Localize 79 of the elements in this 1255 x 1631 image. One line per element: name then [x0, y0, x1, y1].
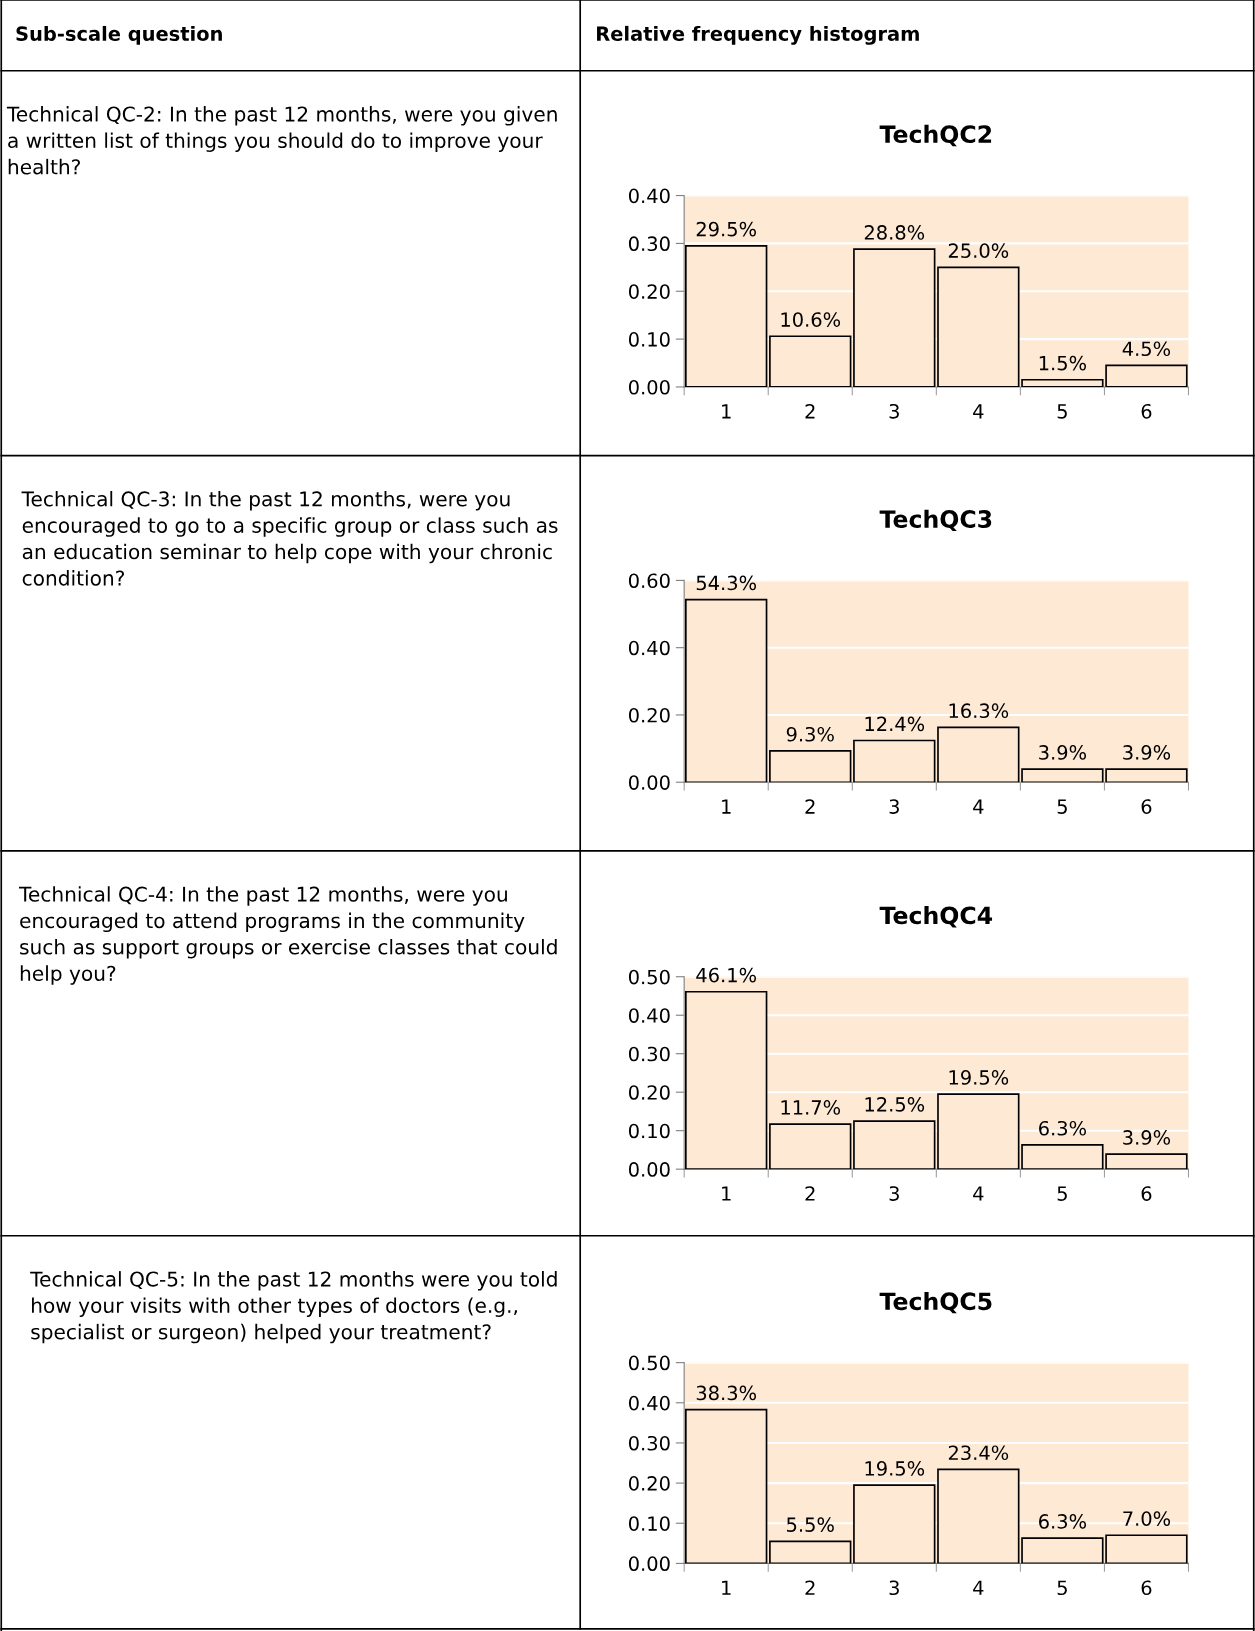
y-tick-label: 0.10: [628, 332, 670, 347]
x-tick-label: 3: [889, 403, 899, 419]
x-tick-label: 5: [1057, 799, 1067, 814]
y-tick-label: 0.40: [628, 188, 670, 204]
y-tick-label: 0.30: [628, 1046, 670, 1062]
y-tick-label: 0.50: [628, 969, 670, 985]
data-label: 5.5%: [787, 1517, 834, 1532]
text: Technical QC-2: In the past 12 months, were you given a written list of things you should do to improve your health?: [6, 106, 557, 175]
chart-title: TechQC5: [879, 1291, 992, 1314]
data-label: 9.3%: [786, 726, 834, 742]
x-tick-label: 6: [1141, 1186, 1152, 1201]
x-tick-label: 2: [805, 403, 815, 419]
data-label: 19.5%: [865, 1461, 925, 1476]
data-label: 6.3%: [1039, 1514, 1087, 1529]
data-label: 3.9%: [1039, 745, 1087, 760]
x-tick-label: 6: [1141, 1580, 1152, 1596]
chart-title: TechQC3: [879, 509, 992, 532]
data-label: 12.5%: [865, 1097, 925, 1112]
data-label: 23.4%: [948, 1445, 1009, 1461]
data-label: 6.3%: [1039, 1120, 1087, 1136]
data-label: 38.3%: [696, 1385, 756, 1401]
x-tick-label: 2: [805, 1186, 815, 1201]
y-tick-label: 0.20: [628, 1085, 670, 1100]
text: Technical QC-4: In the past 12 months, were you encouraged to attend programs in the community such as support groups or exercise classes that could help you?: [18, 886, 557, 985]
y-tick-label: 0.40: [628, 640, 670, 656]
text: Relative frequency histogram: [597, 25, 919, 45]
x-tick-label: 2: [805, 1580, 815, 1595]
text: Technical QC-3: In the past 12 months, were you encouraged to go to a specific group or class such as an education seminar to help cope with your chronic condition?: [21, 490, 558, 586]
data-label: 19.5%: [949, 1070, 1009, 1085]
y-tick-label: 0.40: [628, 1008, 670, 1023]
data-label: 10.6%: [781, 312, 841, 327]
x-tick-label: 1: [722, 404, 731, 419]
x-tick-label: 4: [973, 799, 984, 814]
x-tick-label: 4: [973, 404, 984, 419]
x-tick-label: 1: [722, 1186, 731, 1201]
y-tick-label: 0.20: [628, 707, 670, 723]
y-tick-label: 0.10: [628, 1123, 670, 1139]
data-label: 3.9%: [1123, 745, 1171, 760]
data-label: 11.7%: [781, 1100, 841, 1115]
data-label: 46.1%: [696, 967, 756, 983]
x-tick-label: 5: [1057, 404, 1067, 419]
data-label: 7.0%: [1123, 1511, 1171, 1526]
data-label: 28.8%: [864, 225, 925, 240]
data-label: 1.5%: [1039, 355, 1087, 371]
x-tick-label: 4: [973, 1580, 984, 1595]
y-tick-label: 0.40: [628, 1395, 670, 1411]
x-tick-label: 6: [1141, 799, 1152, 814]
y-tick-label: 0.50: [628, 1355, 670, 1371]
y-tick-label: 0.00: [628, 775, 670, 790]
x-tick-label: 6: [1141, 403, 1152, 419]
data-label: 54.3%: [696, 575, 756, 591]
data-label: 16.3%: [949, 703, 1009, 719]
chart-title: TechQC2: [879, 124, 992, 147]
x-tick-label: 2: [805, 799, 815, 814]
y-tick-label: 0.20: [628, 284, 670, 299]
x-tick-label: 3: [889, 799, 899, 814]
y-tick-label: 0.60: [628, 573, 670, 589]
data-label: 12.4%: [865, 716, 925, 732]
y-tick-label: 0.10: [628, 1516, 670, 1531]
text: Technical QC-5: In the past 12 months were you told how your visits with other types of doctors (e.g., specialist or surgeon) helped your treatment?: [30, 1271, 557, 1344]
data-label: 25.0%: [948, 243, 1009, 258]
data-label: 3.9%: [1123, 1130, 1171, 1145]
x-tick-label: 1: [722, 799, 731, 814]
x-tick-label: 4: [973, 1186, 984, 1201]
data-label: 4.5%: [1122, 341, 1171, 357]
chart-title: TechQC4: [879, 906, 993, 928]
x-tick-label: 3: [889, 1580, 899, 1596]
y-tick-label: 0.00: [628, 379, 670, 395]
y-tick-label: 0.00: [628, 1556, 670, 1572]
y-tick-label: 0.30: [628, 1435, 670, 1451]
x-tick-label: 5: [1057, 1186, 1067, 1201]
y-tick-label: 0.20: [628, 1476, 670, 1491]
y-tick-label: 0.30: [628, 236, 670, 252]
y-tick-label: 0.00: [628, 1162, 670, 1177]
x-tick-label: 3: [889, 1186, 899, 1201]
x-tick-label: 5: [1057, 1580, 1067, 1596]
data-label: 29.5%: [696, 221, 756, 237]
text: Sub-scale question: [16, 25, 222, 45]
x-tick-label: 1: [722, 1580, 731, 1595]
